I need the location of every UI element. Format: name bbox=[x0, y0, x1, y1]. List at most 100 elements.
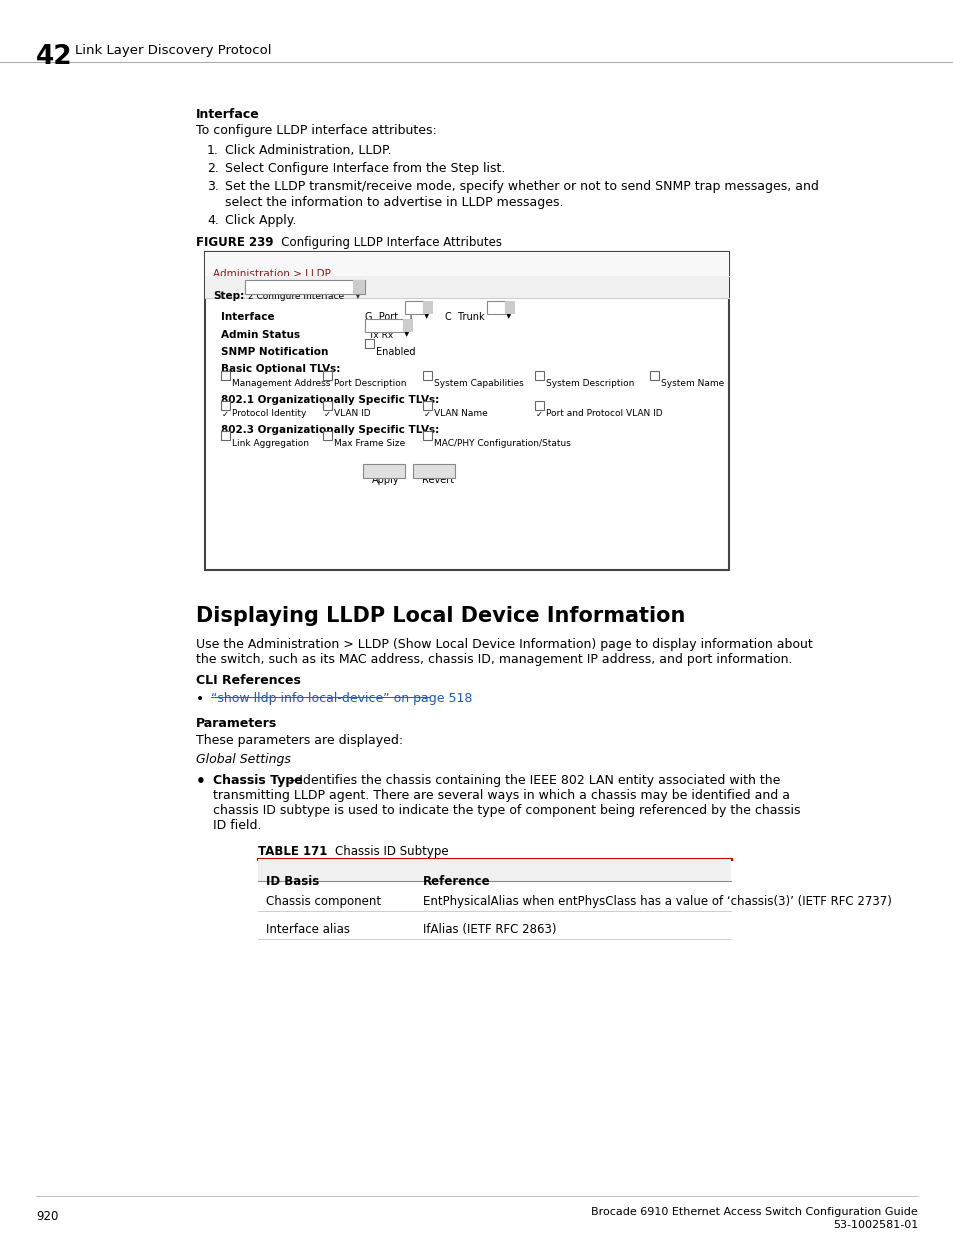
Text: Global Settings: Global Settings bbox=[195, 753, 291, 766]
Bar bbox=[422, 370, 432, 380]
Bar bbox=[245, 280, 365, 294]
Text: ID Basis: ID Basis bbox=[266, 876, 319, 888]
Bar bbox=[221, 431, 230, 440]
Text: Interface: Interface bbox=[221, 312, 274, 322]
Text: VLAN ID: VLAN ID bbox=[334, 409, 370, 417]
Text: 802.3 Organizationally Specific TLVs:: 802.3 Organizationally Specific TLVs: bbox=[221, 425, 438, 435]
Text: VLAN Name: VLAN Name bbox=[434, 409, 487, 417]
Text: 3.: 3. bbox=[207, 180, 218, 193]
Text: 53-1002581-01: 53-1002581-01 bbox=[832, 1220, 917, 1230]
Text: Interface: Interface bbox=[195, 107, 259, 121]
Text: “show lldp info local-device” on page 518: “show lldp info local-device” on page 51… bbox=[211, 692, 472, 705]
Text: – Identifies the chassis containing the IEEE 802 LAN entity associated with the: – Identifies the chassis containing the … bbox=[285, 774, 780, 787]
Text: Chassis component: Chassis component bbox=[266, 895, 381, 908]
Text: Displaying LLDP Local Device Information: Displaying LLDP Local Device Information bbox=[195, 606, 684, 626]
Text: Configuring LLDP Interface Attributes: Configuring LLDP Interface Attributes bbox=[270, 236, 501, 249]
Text: Admin Status: Admin Status bbox=[221, 330, 300, 340]
Text: Use the Administration > LLDP (Show Local Device Information) page to display in: Use the Administration > LLDP (Show Loca… bbox=[195, 638, 812, 651]
Bar bbox=[422, 401, 432, 410]
Text: C  Trunk: C Trunk bbox=[444, 312, 484, 322]
Text: CLI References: CLI References bbox=[195, 674, 300, 687]
Bar bbox=[257, 860, 730, 881]
Text: transmitting LLDP agent. There are several ways in which a chassis may be identi: transmitting LLDP agent. There are sever… bbox=[213, 789, 789, 802]
Text: 1: 1 bbox=[408, 312, 414, 322]
Text: Enabled: Enabled bbox=[375, 347, 416, 357]
Text: Chassis Type: Chassis Type bbox=[213, 774, 302, 787]
Text: G  Port: G Port bbox=[365, 312, 397, 322]
Text: Set the LLDP transmit/receive mode, specify whether or not to send SNMP trap mes: Set the LLDP transmit/receive mode, spec… bbox=[225, 180, 818, 193]
Bar bbox=[205, 252, 728, 275]
Text: •: • bbox=[195, 692, 204, 706]
Bar bbox=[365, 319, 402, 332]
Text: 2.: 2. bbox=[207, 162, 218, 175]
Bar bbox=[486, 301, 504, 314]
Bar bbox=[535, 370, 543, 380]
Text: Parameters: Parameters bbox=[195, 718, 277, 730]
Text: Interface alias: Interface alias bbox=[266, 923, 350, 936]
Text: System Name: System Name bbox=[660, 379, 723, 388]
Text: ✓: ✓ bbox=[536, 410, 542, 419]
Text: Brocade 6910 Ethernet Access Switch Configuration Guide: Brocade 6910 Ethernet Access Switch Conf… bbox=[591, 1207, 917, 1216]
Bar bbox=[365, 338, 374, 348]
Text: Basic Optional TLVs:: Basic Optional TLVs: bbox=[221, 364, 340, 374]
Text: ▼: ▼ bbox=[355, 291, 360, 300]
Bar bbox=[323, 431, 332, 440]
Text: Port and Protocol VLAN ID: Port and Protocol VLAN ID bbox=[545, 409, 662, 417]
Text: Revert: Revert bbox=[421, 475, 454, 485]
Text: ▼: ▼ bbox=[505, 312, 511, 319]
Text: Apply: Apply bbox=[372, 475, 399, 485]
Bar bbox=[535, 401, 543, 410]
Text: Click Apply.: Click Apply. bbox=[225, 214, 296, 227]
Bar bbox=[221, 401, 230, 410]
Text: Port Description: Port Description bbox=[334, 379, 406, 388]
Text: Protocol Identity: Protocol Identity bbox=[232, 409, 306, 417]
Bar bbox=[413, 464, 455, 478]
Bar bbox=[363, 464, 405, 478]
Text: FIGURE 239: FIGURE 239 bbox=[195, 236, 274, 249]
Bar bbox=[221, 370, 230, 380]
Text: TABLE 171: TABLE 171 bbox=[257, 845, 327, 858]
Text: MAC/PHY Configuration/Status: MAC/PHY Configuration/Status bbox=[434, 438, 570, 448]
Text: These parameters are displayed:: These parameters are displayed: bbox=[195, 734, 403, 747]
Text: 920: 920 bbox=[36, 1210, 58, 1223]
Bar bbox=[205, 275, 728, 298]
Text: Chassis ID Subtype: Chassis ID Subtype bbox=[319, 845, 448, 858]
Text: ✓: ✓ bbox=[222, 410, 229, 419]
Text: Tx Rx: Tx Rx bbox=[368, 331, 393, 340]
Text: System Capabilities: System Capabilities bbox=[434, 379, 523, 388]
Text: •: • bbox=[195, 774, 206, 789]
Text: Link Layer Discovery Protocol: Link Layer Discovery Protocol bbox=[75, 44, 272, 57]
Text: Step:: Step: bbox=[213, 291, 244, 301]
Bar bbox=[422, 301, 433, 314]
Bar bbox=[323, 370, 332, 380]
Text: 2 Configure Interface: 2 Configure Interface bbox=[248, 291, 344, 301]
Text: Max Frame Size: Max Frame Size bbox=[334, 438, 405, 448]
Text: System Description: System Description bbox=[545, 379, 634, 388]
Bar bbox=[353, 280, 365, 294]
Text: Click Administration, LLDP.: Click Administration, LLDP. bbox=[225, 144, 391, 157]
Text: 4.: 4. bbox=[207, 214, 218, 227]
Text: ✓: ✓ bbox=[324, 410, 331, 419]
Text: 802.1 Organizationally Specific TLVs:: 802.1 Organizationally Specific TLVs: bbox=[221, 395, 438, 405]
Bar bbox=[402, 319, 413, 332]
Text: select the information to advertise in LLDP messages.: select the information to advertise in L… bbox=[225, 196, 563, 209]
Text: SNMP Notification: SNMP Notification bbox=[221, 347, 328, 357]
Text: chassis ID subtype is used to indicate the type of component being referenced by: chassis ID subtype is used to indicate t… bbox=[213, 804, 800, 818]
Text: ▼: ▼ bbox=[403, 331, 409, 337]
Bar bbox=[405, 301, 422, 314]
Text: Administration > LLDP: Administration > LLDP bbox=[213, 269, 331, 279]
Text: the switch, such as its MAC address, chassis ID, management IP address, and port: the switch, such as its MAC address, cha… bbox=[195, 653, 792, 666]
Bar bbox=[205, 252, 728, 571]
Text: Select Configure Interface from the Step list.: Select Configure Interface from the Step… bbox=[225, 162, 505, 175]
Bar bbox=[649, 370, 659, 380]
Text: Management Address: Management Address bbox=[232, 379, 330, 388]
Bar bbox=[323, 401, 332, 410]
Text: Reference: Reference bbox=[422, 876, 490, 888]
Bar bbox=[504, 301, 515, 314]
Text: ID field.: ID field. bbox=[213, 819, 261, 832]
Text: To configure LLDP interface attributes:: To configure LLDP interface attributes: bbox=[195, 124, 436, 137]
Text: ▼: ▼ bbox=[423, 312, 429, 319]
Text: ✓: ✓ bbox=[423, 410, 431, 419]
Text: 42: 42 bbox=[36, 44, 72, 70]
Text: Link Aggregation: Link Aggregation bbox=[232, 438, 309, 448]
